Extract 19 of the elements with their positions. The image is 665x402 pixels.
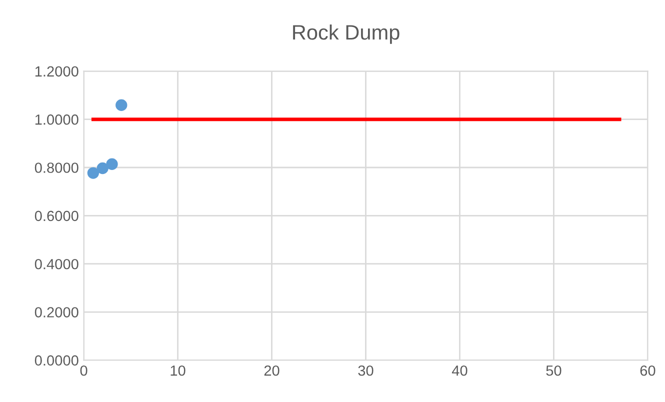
x-tick-label: 30 [358, 365, 374, 376]
x-tick-label: 60 [640, 365, 656, 376]
x-tick-label: 0 [80, 365, 88, 376]
y-tick-label: 0.2000 [34, 307, 78, 318]
y-tick-label: 0.8000 [34, 162, 78, 173]
x-tick-label: 40 [452, 365, 468, 376]
x-tick-label: 50 [546, 365, 562, 376]
point [116, 99, 128, 111]
point [96, 162, 108, 174]
x-tick-label: 20 [264, 365, 280, 376]
point [106, 158, 118, 170]
point [87, 167, 100, 179]
chart-title: Rock Dump [293, 24, 400, 44]
y-tick-label: 1.2000 [35, 66, 78, 77]
y-tick-label: 0.0000 [34, 355, 78, 366]
y-tick-label: 0.4000 [34, 258, 78, 270]
y-tick-label: 0.6000 [34, 210, 78, 222]
x-tick-label: 10 [170, 365, 186, 376]
y-tick-label: 1.0000 [35, 114, 78, 125]
